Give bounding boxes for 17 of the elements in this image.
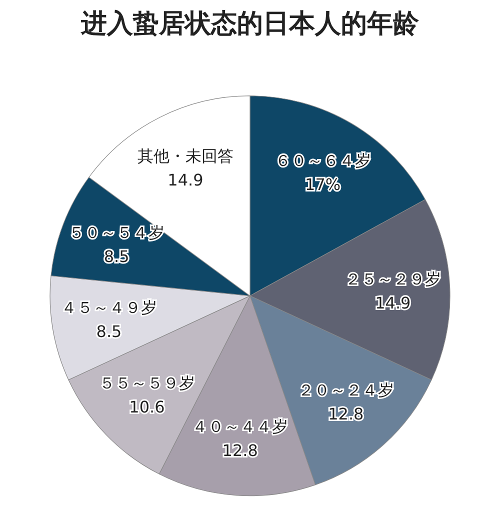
data-label: 12.8 [328, 404, 364, 424]
slice-label: ２５～２９岁 [344, 269, 441, 288]
data-label: 10.6 [129, 398, 165, 417]
slice-label: ４０～４４岁 [192, 416, 288, 436]
slice-label: ５５～５９岁 [98, 374, 195, 393]
slice-label: ２０～２４岁 [298, 380, 394, 400]
slice-label: ６０～６４岁 [274, 151, 371, 170]
data-label: 12.8 [222, 440, 258, 460]
slice-label: 其他・未回答 [137, 146, 234, 166]
data-label: 8.5 [96, 322, 122, 342]
data-label: 14.9 [168, 170, 204, 190]
data-label: 14.9 [375, 293, 411, 312]
slice-label: ５０～５４岁 [68, 222, 165, 242]
chart-title: 进入蛰居状态的日本人的年龄 [80, 9, 420, 39]
slice-label: ４５～４９岁 [60, 298, 157, 318]
data-label: 8.5 [104, 246, 130, 266]
data-label: 17% [305, 175, 341, 194]
